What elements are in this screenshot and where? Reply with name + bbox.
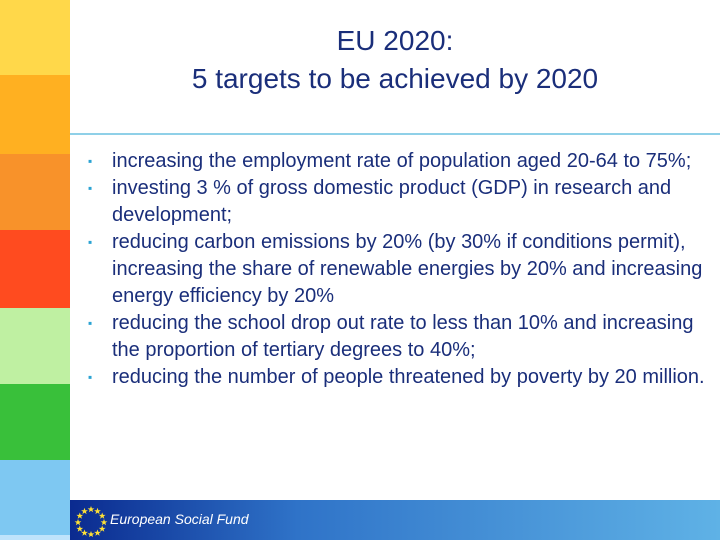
bullet-item: ▪ reducing the school drop out rate to le… xyxy=(84,310,714,364)
slide-title: EU 2020: 5 targets to be achieved by 202… xyxy=(70,22,720,98)
stripe-band-red xyxy=(0,230,70,308)
stripe-band-light-green xyxy=(0,308,70,384)
stripe-band-orange xyxy=(0,75,70,154)
bullet-item: ▪ investing 3 % of gross domestic product… xyxy=(84,175,714,229)
bullet-marker-icon: ▪ xyxy=(88,235,93,249)
bullet-item: ▪ reducing the number of people threatene… xyxy=(84,364,714,391)
footer-bar: European Social Fund xyxy=(70,500,720,540)
bullet-text: reducing carbon emissions by 20% (by 30%… xyxy=(112,231,703,307)
footer-label: European Social Fund xyxy=(110,511,249,527)
bullet-marker-icon: ▪ xyxy=(88,316,93,330)
bullet-list: ▪ increasing the employment rate of popul… xyxy=(84,148,714,391)
bullet-text: reducing the school drop out rate to les… xyxy=(112,312,694,361)
stripe-band-yellow xyxy=(0,0,70,75)
bullet-text: reducing the number of people threatened… xyxy=(112,366,705,388)
bullet-text: increasing the employment rate of popula… xyxy=(112,150,692,172)
bullet-marker-icon: ▪ xyxy=(88,370,93,384)
eu-flag-icon xyxy=(74,506,108,537)
stripe-band-dark-orange xyxy=(0,154,70,230)
bullet-item: ▪ reducing carbon emissions by 20% (by 30… xyxy=(84,229,714,310)
bullet-item: ▪ increasing the employment rate of popul… xyxy=(84,148,714,175)
title-divider xyxy=(70,133,720,135)
title-line-2: 5 targets to be achieved by 2020 xyxy=(191,63,599,94)
title-line-1: EU 2020: xyxy=(336,25,454,56)
color-stripe xyxy=(0,0,70,540)
stripe-band-green xyxy=(0,384,70,460)
bullet-text: investing 3 % of gross domestic product … xyxy=(112,177,672,226)
bullet-marker-icon: ▪ xyxy=(88,154,93,168)
bullet-marker-icon: ▪ xyxy=(88,181,93,195)
stripe-band-blue xyxy=(0,460,70,535)
stripe-band-light-blue xyxy=(0,535,70,540)
